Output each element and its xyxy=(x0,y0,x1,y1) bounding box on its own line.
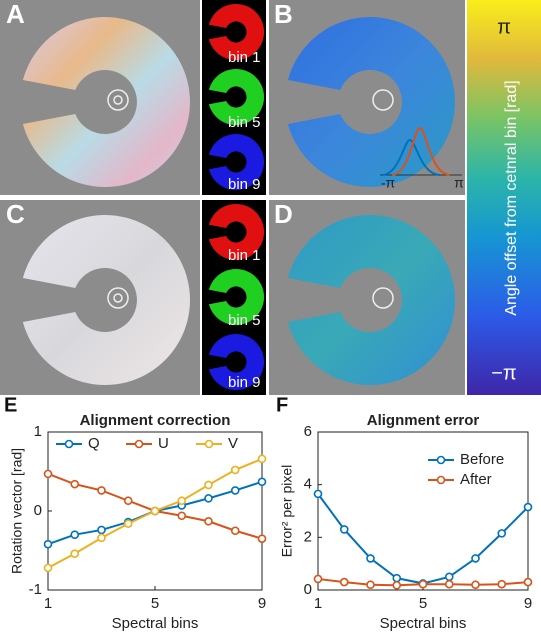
data-point xyxy=(177,496,187,506)
data-point xyxy=(497,579,507,589)
panel-label: E xyxy=(4,395,17,417)
bin-label: bin 9 xyxy=(228,176,261,193)
data-point xyxy=(43,469,53,479)
data-point xyxy=(392,573,402,583)
panel-label: F xyxy=(276,395,288,417)
data-point xyxy=(97,486,106,495)
data-point xyxy=(444,579,454,589)
legend-marker xyxy=(436,455,446,465)
data-point xyxy=(523,502,533,512)
y-tick-label: 1 xyxy=(34,423,42,440)
colorbar-label: Angle offset from cetnral bin [rad] xyxy=(503,80,520,315)
data-point xyxy=(70,479,80,489)
data-point xyxy=(471,554,480,563)
colorbar-bottom: −π xyxy=(491,362,516,384)
x-tick-label: 5 xyxy=(419,595,427,612)
y-axis-label: Error² per pixel xyxy=(279,465,295,558)
inset-tick: π xyxy=(454,175,464,191)
data-point xyxy=(177,511,187,521)
data-point xyxy=(313,489,323,499)
data-point xyxy=(43,539,53,549)
legend-marker xyxy=(134,439,144,449)
chart-title: Alignment error xyxy=(367,412,480,429)
y-tick-label: 0 xyxy=(304,581,312,598)
x-tick-label: 5 xyxy=(151,595,159,612)
legend-marker xyxy=(64,439,74,449)
data-point xyxy=(339,577,349,587)
data-point xyxy=(70,549,80,558)
bin-label: bin 1 xyxy=(228,247,261,264)
data-point xyxy=(97,525,106,535)
legend-marker xyxy=(204,439,214,449)
x-tick-label: 9 xyxy=(258,595,266,612)
data-point xyxy=(257,477,267,487)
panel-label: D xyxy=(274,199,293,229)
data-point xyxy=(204,516,213,526)
data-point xyxy=(392,580,402,590)
bin-label: bin 9 xyxy=(228,374,261,391)
data-point xyxy=(523,577,533,587)
data-point xyxy=(204,480,213,490)
data-point xyxy=(497,529,507,538)
legend-label: V xyxy=(228,435,238,452)
y-tick-label: 2 xyxy=(304,528,312,545)
y-tick-label: -1 xyxy=(29,581,42,598)
x-axis-label: Spectral bins xyxy=(380,615,467,632)
x-tick-label: 9 xyxy=(524,595,532,612)
data-point xyxy=(123,519,133,528)
series-line xyxy=(317,493,529,585)
data-point xyxy=(150,506,160,516)
chart-title: Alignment correction xyxy=(80,412,231,429)
inset-tick: -π xyxy=(381,175,396,191)
center-rings xyxy=(107,89,394,309)
data-point xyxy=(257,534,267,543)
data-point xyxy=(70,530,80,540)
colorbar xyxy=(467,0,541,395)
data-point xyxy=(257,454,267,464)
panel-label: B xyxy=(274,0,293,29)
panel-label: A xyxy=(6,0,25,29)
legend-label: Before xyxy=(460,451,504,468)
inset-histogram xyxy=(380,126,462,176)
data-point xyxy=(230,486,240,495)
bin-label: bin 1 xyxy=(228,49,261,66)
data-point xyxy=(366,580,375,590)
series-line xyxy=(47,472,263,540)
colorbar-top: π xyxy=(497,16,511,38)
legend-label: U xyxy=(158,435,169,452)
x-tick-label: 1 xyxy=(44,595,52,612)
data-point xyxy=(339,525,349,534)
x-tick-label: 1 xyxy=(314,595,322,612)
bin-label: bin 5 xyxy=(228,114,261,131)
data-point xyxy=(366,554,375,563)
x-axis-label: Spectral bins xyxy=(112,615,199,632)
data-point xyxy=(313,574,323,584)
data-point xyxy=(444,572,454,582)
data-point xyxy=(471,580,480,590)
y-axis-label: Rotation vector [rad] xyxy=(9,448,25,574)
data-point xyxy=(418,579,428,589)
y-tick-label: 0 xyxy=(34,502,42,519)
legend-label: Q xyxy=(88,435,100,452)
panel-label: C xyxy=(6,199,25,229)
legend-label: After xyxy=(460,471,492,488)
y-tick-label: 4 xyxy=(304,476,312,493)
data-point xyxy=(230,465,240,475)
y-tick-label: 6 xyxy=(304,423,312,440)
data-point xyxy=(97,533,106,543)
bin-label: bin 5 xyxy=(228,312,261,329)
data-point xyxy=(204,494,213,503)
data-point xyxy=(123,496,133,506)
data-point xyxy=(230,526,240,536)
legend-marker xyxy=(436,475,446,485)
data-point xyxy=(43,563,53,573)
